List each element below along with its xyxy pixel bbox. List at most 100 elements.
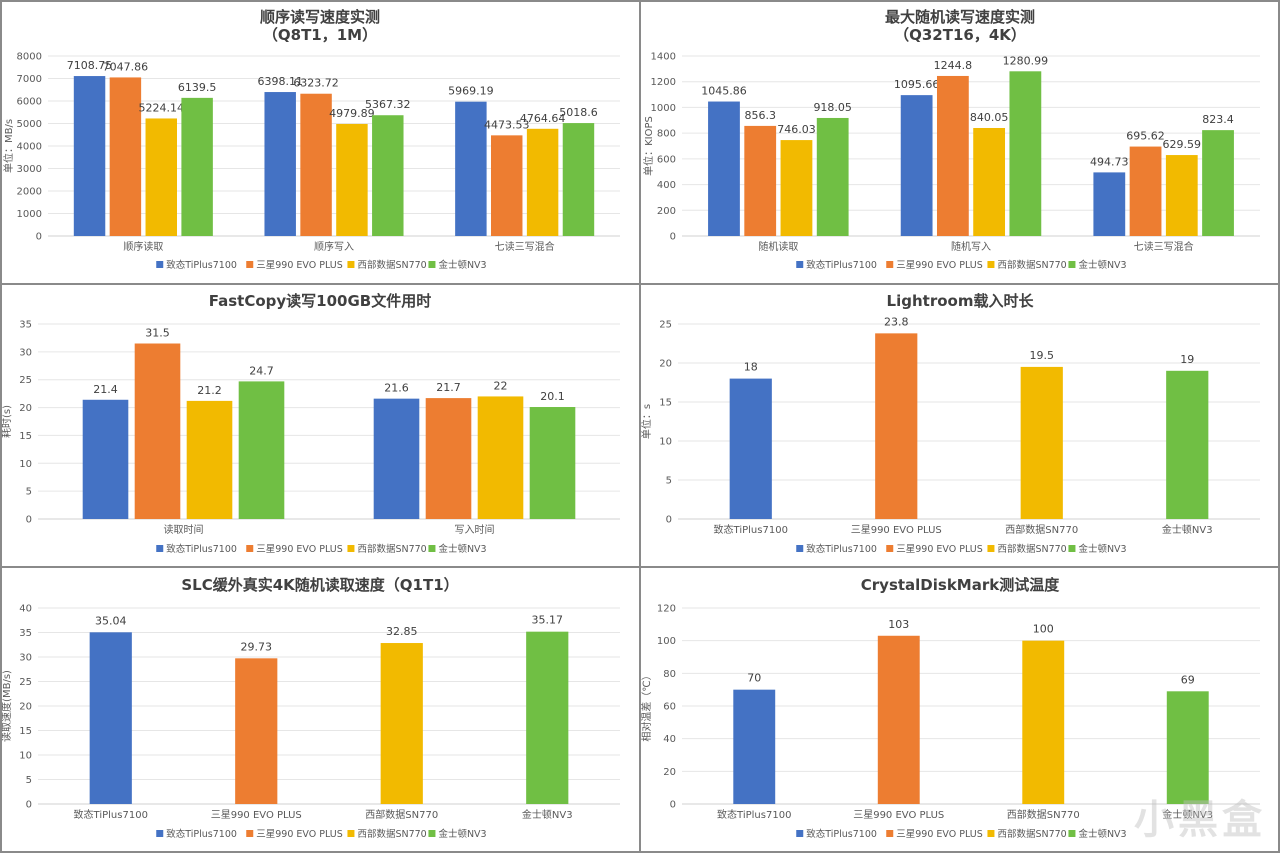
chart-svg: SLC缓外真实4K随机读取速度（Q1T1） 0 5 10 15 20 25 30 35 40 读取速…: [0, 576, 620, 840]
y-tick-label: 5000: [17, 119, 42, 130]
legend-swatch: [347, 830, 355, 837]
x-category-label: 西部数据SN770: [1007, 808, 1080, 821]
legend: 致态TiPlus7100 三星990 EVO PLUS 西部数据SN770 金士顿NV…: [156, 543, 487, 555]
legend-swatch: [428, 830, 436, 837]
x-category-label: 随机写入: [951, 240, 991, 253]
legend-swatch: [347, 261, 355, 268]
bar: [1166, 691, 1209, 804]
legend-swatch: [246, 545, 254, 552]
y-tick-label: 10: [659, 437, 672, 448]
data-label: 856.3: [744, 109, 776, 122]
bar: [89, 632, 132, 804]
x-category-label: 致态TiPlus7100: [717, 808, 791, 821]
bar: [729, 378, 772, 519]
data-label: 4979.89: [329, 107, 375, 120]
x-category-label: 致态TiPlus7100: [74, 808, 148, 821]
legend-swatch: [987, 830, 995, 837]
legend-swatch: [796, 830, 804, 837]
x-category-label: 金士顿NV3: [1162, 523, 1213, 536]
legend-item-label: 西部数据SN770: [357, 543, 426, 555]
data-label: 6398.11: [257, 75, 303, 88]
y-tick-label: 800: [657, 129, 676, 140]
bar: [1165, 155, 1198, 236]
legend-item-label: 金士顿NV3: [438, 543, 486, 555]
legend-item-label: 金士顿NV3: [438, 259, 486, 271]
y-tick-label: 20: [663, 767, 676, 778]
bar: [455, 101, 487, 236]
y-tick-label: 10: [19, 459, 32, 470]
bar: [526, 128, 559, 236]
data-label: 21.6: [384, 382, 409, 395]
legend-swatch: [796, 545, 804, 552]
data-label: 31.5: [145, 327, 170, 340]
bar: [372, 115, 404, 236]
data-label: 100: [1033, 623, 1054, 636]
chart-sequential-speed: 顺序读写速度实测 （Q8T1，1M） 0 1000 2000 3000 4000 5000 60…: [0, 0, 640, 284]
y-tick-label: 8000: [17, 52, 42, 63]
data-label: 70: [747, 672, 761, 685]
legend-swatch: [987, 261, 995, 268]
bar: [708, 101, 740, 236]
legend: 致态TiPlus7100 三星990 EVO PLUS 西部数据SN770 金士顿NV…: [796, 259, 1127, 271]
x-category-label: 西部数据SN770: [365, 808, 438, 821]
legend-item-label: 西部数据SN770: [357, 828, 426, 840]
legend-item-label: 三星990 EVO PLUS: [896, 544, 983, 555]
bar: [877, 635, 920, 804]
y-tick-label: 15: [19, 431, 32, 442]
x-category-label: 七读三写混合: [495, 240, 555, 253]
y-tick-label: 5: [666, 476, 672, 487]
legend: 致态TiPlus7100 三星990 EVO PLUS 西部数据SN770 金士顿NV…: [156, 259, 487, 271]
y-tick-label: 25: [19, 375, 32, 386]
bar: [73, 76, 106, 236]
legend-item-label: 致态TiPlus7100: [166, 259, 237, 271]
bar: [477, 396, 524, 519]
x-category-label: 西部数据SN770: [1005, 523, 1078, 536]
bar: [1009, 71, 1042, 236]
legend-item-label: 致态TiPlus7100: [806, 259, 877, 271]
data-label: 19.5: [1030, 349, 1055, 362]
data-label: 1095.66: [894, 78, 940, 91]
y-tick-label: 0: [26, 515, 32, 526]
y-tick-label: 0: [670, 232, 676, 243]
bar: [181, 97, 213, 236]
data-label: 6139.5: [178, 81, 217, 94]
divider-vertical: [639, 0, 641, 853]
y-tick-label: 10: [19, 751, 32, 762]
legend-swatch: [246, 261, 254, 268]
data-label: 21.7: [436, 381, 461, 394]
y-axis-label: 单位：KIOPS: [642, 116, 655, 176]
x-category-label: 三星990 EVO PLUS: [211, 809, 302, 821]
chart-title: 最大随机读写速度实测: [885, 8, 1035, 26]
bar: [380, 643, 423, 804]
y-tick-label: 15: [19, 726, 32, 737]
bar: [1202, 130, 1234, 236]
chart-crystaldiskmark-temp: CrystalDiskMark测试温度 0 20 40 60 80 100 120 相对温差（℃…: [640, 568, 1280, 853]
data-label: 18: [744, 361, 758, 374]
data-label: 7047.86: [103, 60, 149, 73]
bar: [82, 399, 129, 519]
legend-swatch: [246, 830, 254, 837]
y-tick-label: 35: [19, 628, 32, 639]
data-label: 69: [1181, 673, 1195, 686]
legend-item-label: 西部数据SN770: [997, 259, 1066, 271]
legend-swatch: [1068, 545, 1076, 552]
data-label: 21.4: [93, 383, 118, 396]
chart-title: SLC缓外真实4K随机读取速度（Q1T1）: [181, 576, 458, 594]
legend: 致态TiPlus7100 三星990 EVO PLUS 西部数据SN770 金士顿NV…: [156, 828, 487, 840]
legend-swatch: [886, 545, 894, 552]
legend-item-label: 西部数据SN770: [997, 828, 1066, 840]
x-category-label: 顺序读取: [123, 240, 163, 253]
y-tick-label: 1000: [17, 209, 42, 220]
y-tick-label: 0: [26, 800, 32, 811]
y-tick-label: 2000: [17, 187, 42, 198]
y-tick-label: 7000: [17, 74, 42, 85]
chart-title: Lightroom载入时长: [887, 292, 1035, 310]
legend-item-label: 金士顿NV3: [1078, 259, 1126, 271]
legend-swatch: [156, 545, 164, 552]
y-tick-label: 15: [659, 398, 672, 409]
y-tick-label: 0: [36, 232, 42, 243]
x-category-label: 致态TiPlus7100: [714, 523, 788, 536]
legend-item-label: 三星990 EVO PLUS: [256, 829, 343, 840]
legend-item-label: 西部数据SN770: [357, 259, 426, 271]
